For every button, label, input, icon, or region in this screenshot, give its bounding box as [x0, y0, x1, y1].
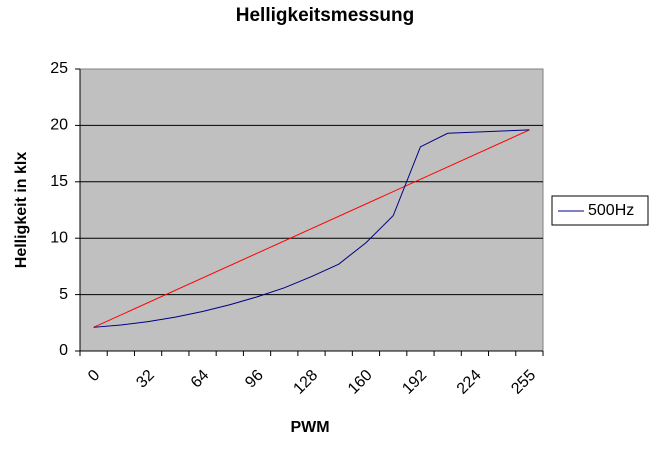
plot-area [79, 68, 544, 352]
data-line [93, 129, 530, 328]
x-tick-label: 128 [290, 367, 321, 398]
legend-label: 500Hz [588, 202, 634, 219]
y-tick-label: 10 [50, 229, 68, 246]
y-axis-title: Helligkeit in klx [13, 152, 30, 269]
y-tick-label: 25 [50, 60, 68, 77]
x-tick-label: 224 [454, 367, 485, 398]
x-tick-label: 255 [508, 367, 539, 398]
y-tick-label: 20 [50, 117, 68, 134]
x-axis-title: PWM [290, 419, 329, 436]
x-tick-label: 32 [133, 367, 158, 392]
x-tick-label: 160 [345, 367, 376, 398]
y-tick-label: 5 [59, 286, 68, 303]
y-tick-label: 15 [50, 173, 68, 190]
y-tick-label: 0 [59, 342, 68, 359]
trendline [93, 129, 530, 328]
x-tick-label: 0 [85, 367, 103, 385]
chart-title: Helligkeitsmessung [236, 5, 414, 26]
x-tick-label: 96 [242, 367, 267, 392]
x-tick-label: 192 [399, 367, 430, 398]
x-tick-label: 64 [188, 367, 213, 392]
